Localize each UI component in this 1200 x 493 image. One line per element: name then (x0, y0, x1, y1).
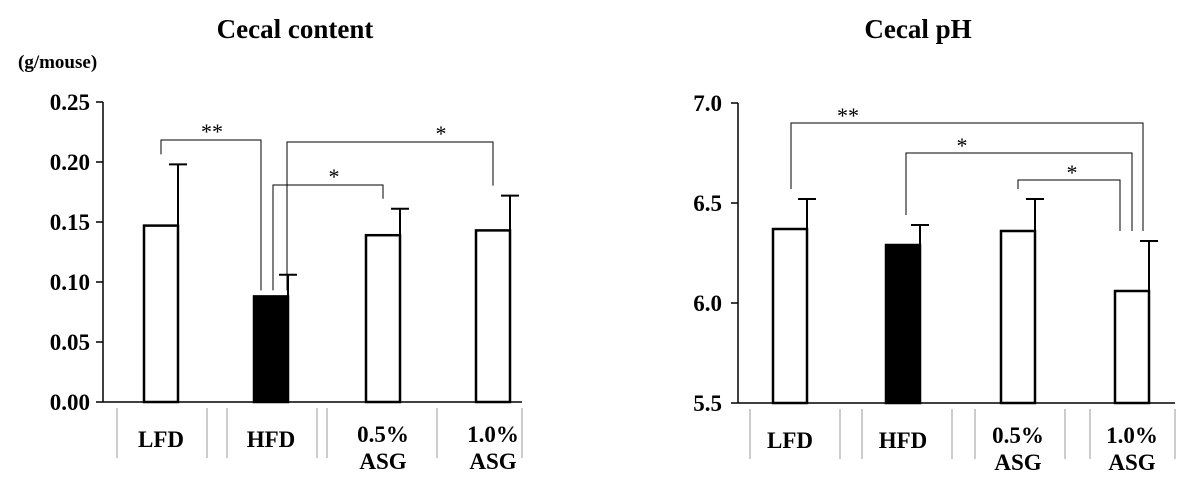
x-tick-label: LFD (138, 427, 184, 452)
y-tick-label: 0.10 (50, 270, 90, 295)
x-tick-label: 1.0% (467, 422, 519, 447)
y-axis-unit: (g/mouse) (18, 52, 97, 73)
y-tick-label: 0.25 (50, 90, 90, 115)
chart-title: Cecal pH (864, 14, 971, 44)
significance-bracket (272, 184, 384, 291)
bar (884, 243, 922, 405)
bar (252, 295, 290, 404)
y-tick-label: 6.0 (693, 291, 722, 316)
chart-title: Cecal content (217, 14, 374, 44)
significance-label: * (329, 164, 340, 189)
x-tick-label: ASG (359, 449, 406, 474)
bar (999, 229, 1037, 405)
significance-label: ** (201, 119, 223, 144)
significance-bracket (160, 139, 262, 291)
x-tick-label: ASG (994, 450, 1041, 475)
significance-bracket (790, 122, 1144, 231)
significance-bracket (286, 141, 494, 291)
significance-label: ** (837, 103, 859, 128)
x-tick-label: 0.5% (357, 422, 409, 447)
significance-bracket (905, 152, 1133, 231)
bar (364, 233, 402, 404)
x-tick-label: HFD (879, 428, 928, 453)
significance-label: * (957, 133, 968, 158)
x-tick-label: ASG (1108, 450, 1155, 475)
bar (474, 229, 512, 404)
x-tick-label: 1.0% (1106, 423, 1158, 448)
y-tick-label: 0.15 (50, 210, 90, 235)
x-tick-label: LFD (767, 428, 813, 453)
significance-label: * (1067, 160, 1078, 185)
bar (142, 224, 180, 404)
y-tick-label: 5.5 (693, 391, 722, 416)
bar (771, 227, 809, 405)
x-tick-label: HFD (247, 427, 296, 452)
significance-label: * (436, 121, 447, 146)
y-tick-label: 0.05 (50, 330, 90, 355)
significance-bracket (1017, 179, 1121, 231)
y-tick-label: 6.5 (693, 191, 722, 216)
y-tick-label: 0.20 (50, 150, 90, 175)
x-tick-label: 0.5% (992, 423, 1044, 448)
y-tick-label: 0.00 (50, 390, 90, 415)
x-tick-label: ASG (469, 449, 516, 474)
y-tick-label: 7.0 (693, 91, 722, 116)
chart-cecal-content: Cecal content (g/mouse) 0.00 0.05 0.10 0.15… (18, 14, 523, 474)
bar (1113, 289, 1151, 405)
